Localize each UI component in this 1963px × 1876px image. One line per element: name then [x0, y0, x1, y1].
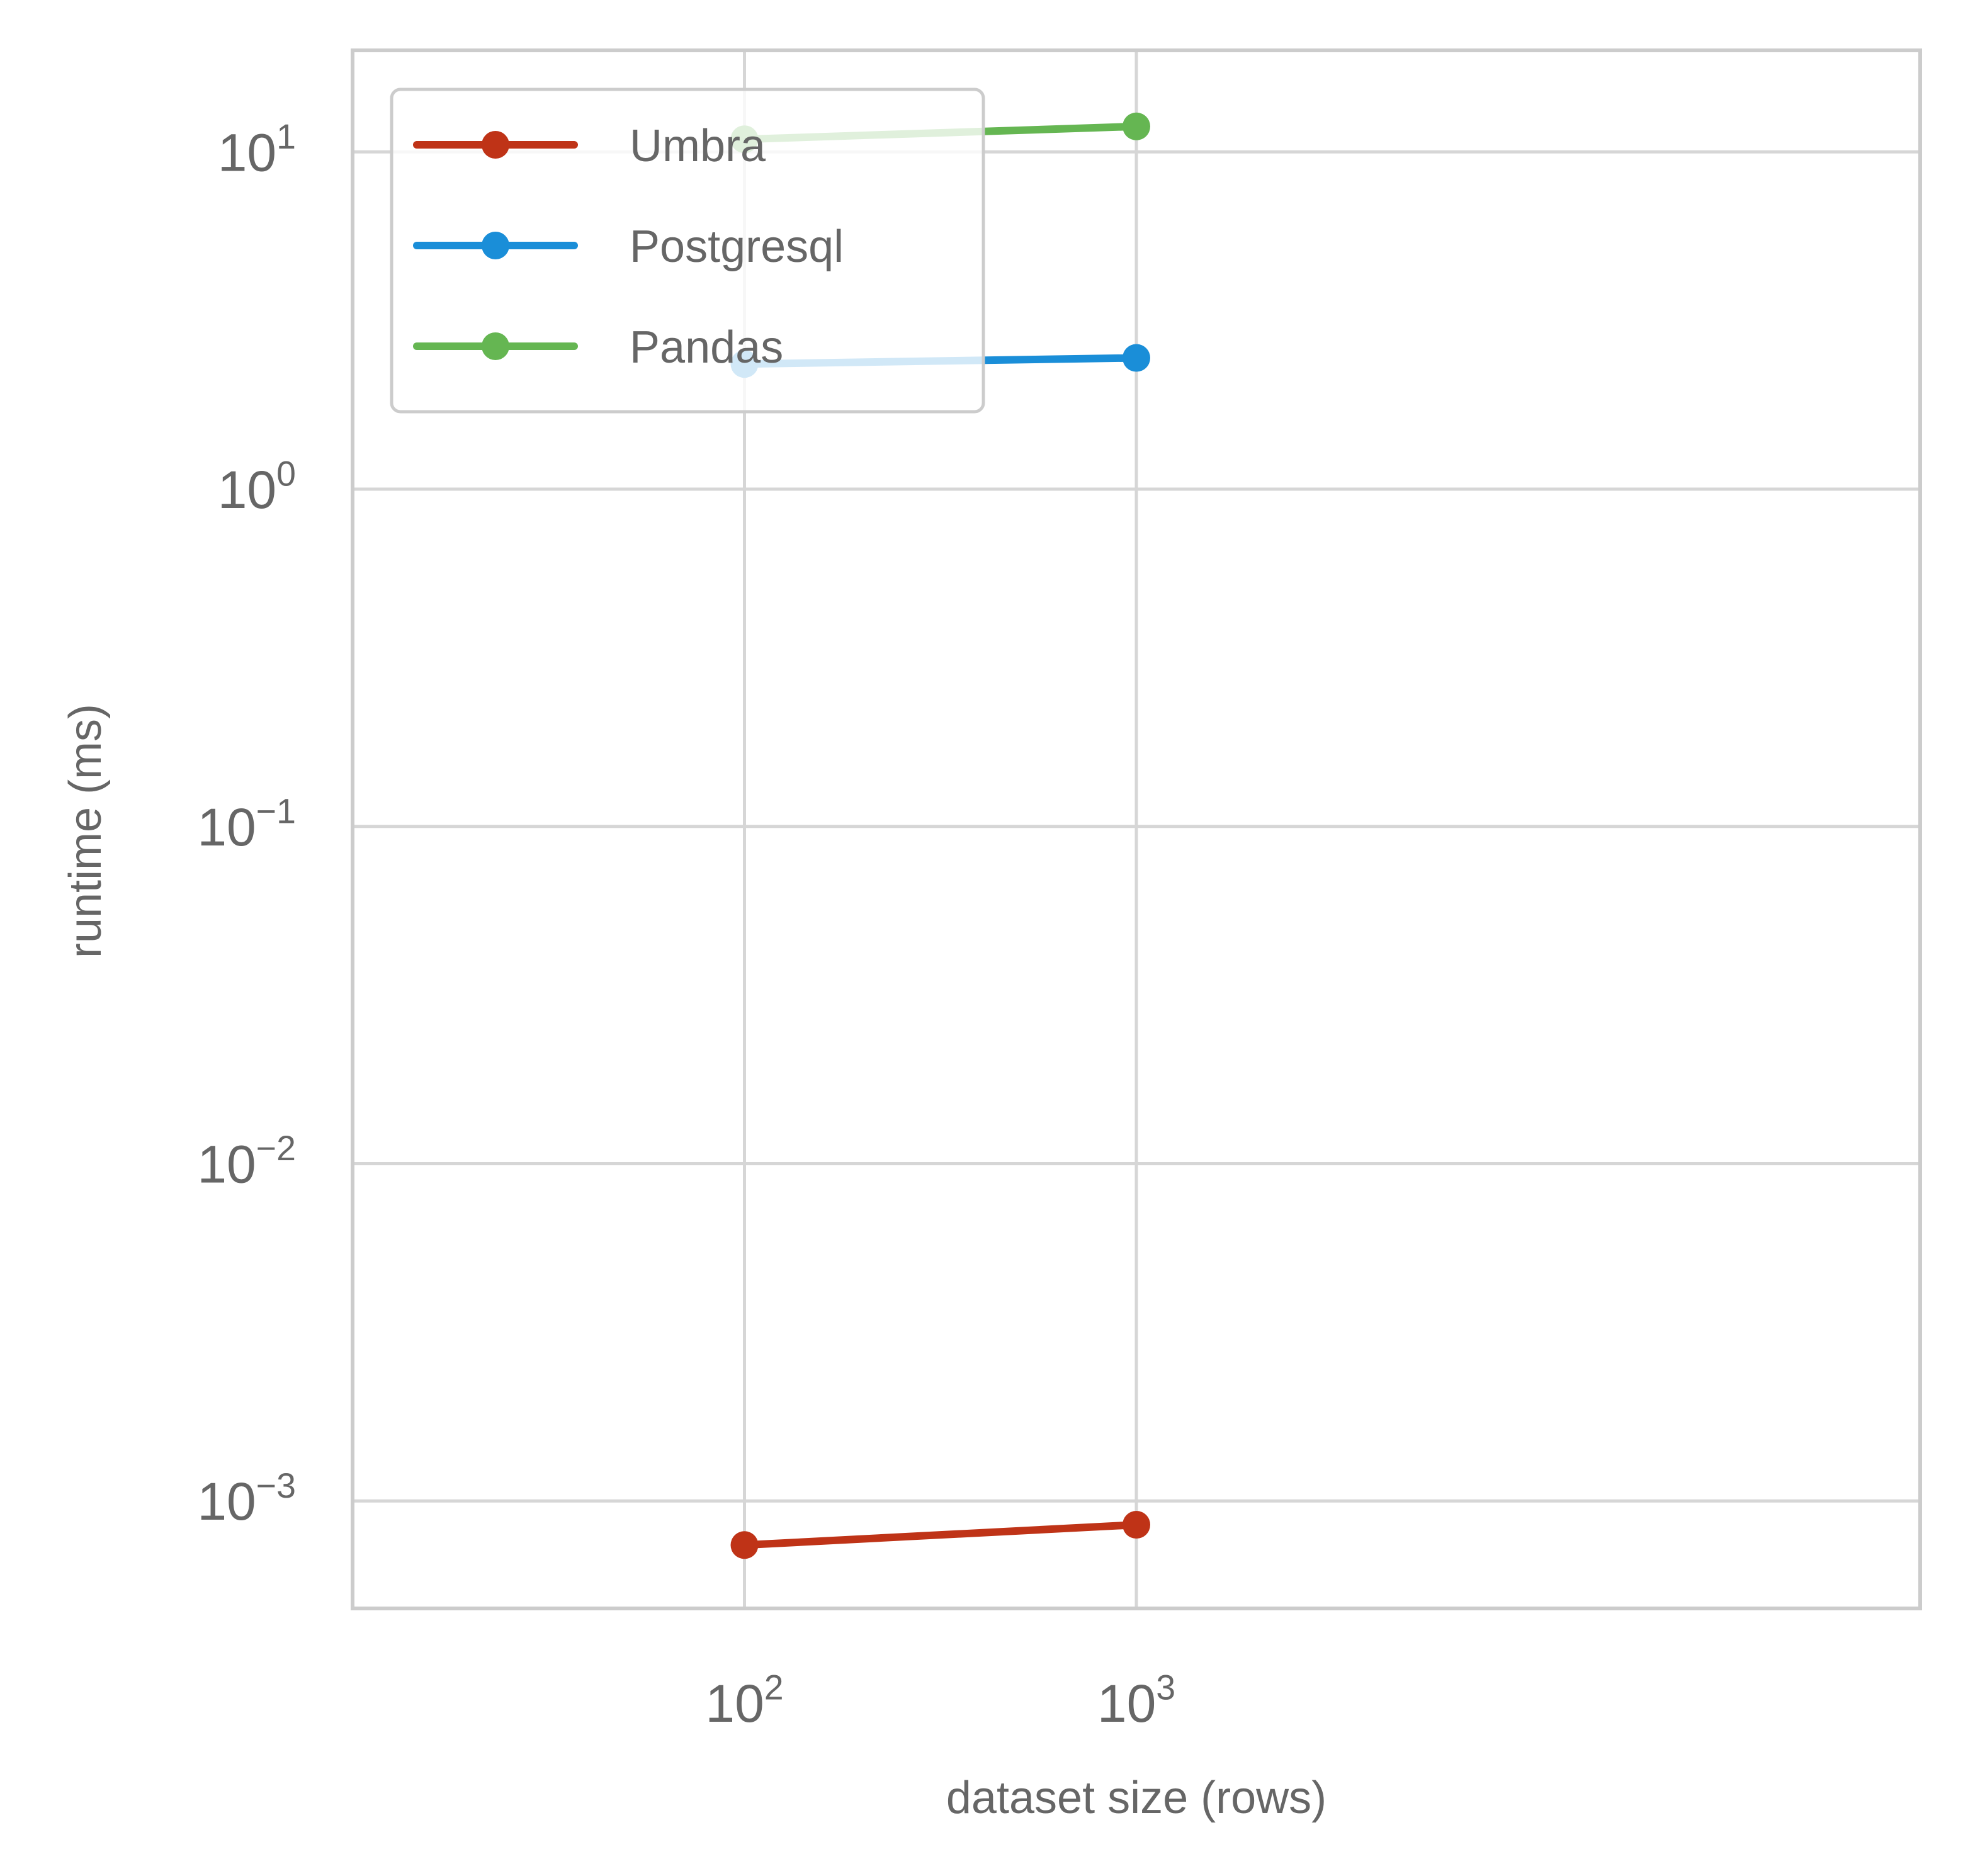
legend-marker-umbra	[482, 131, 509, 159]
series-line-umbra	[744, 1521, 1137, 1549]
y-tick-label: 10−1	[197, 791, 296, 856]
legend-marker-pandas	[482, 332, 509, 360]
legend: Umbra Postgresql Pandas	[390, 88, 985, 414]
y-tick-label: 101	[218, 117, 296, 182]
y-tick-label: 10−2	[197, 1129, 296, 1194]
y-tick-labels: 101 100 10−1 10−2 10−3	[197, 117, 296, 1531]
y-tick-label: 100	[218, 455, 296, 519]
legend-marker-postgresql	[482, 232, 509, 259]
y-tick-label: 10−3	[197, 1466, 296, 1531]
x-axis-label: dataset size (rows)	[946, 1773, 1327, 1823]
legend-label-postgresql: Postgresql	[630, 222, 844, 272]
data-point-pandas	[1123, 112, 1150, 140]
legend-items: Umbra Postgresql Pandas	[413, 121, 844, 373]
x-tick-label: 103	[1097, 1668, 1175, 1733]
plot-frame	[351, 48, 1922, 1610]
x-tick-labels: 102 103	[705, 1668, 1175, 1733]
legend-label-umbra: Umbra	[630, 121, 766, 171]
legend-label-pandas: Pandas	[630, 322, 783, 373]
legend-box	[390, 88, 985, 414]
data-point-umbra	[730, 1531, 759, 1559]
y-axis-label: runtime (ms)	[60, 704, 111, 958]
data-point-umbra	[1123, 1511, 1150, 1539]
x-tick-label: 102	[705, 1668, 783, 1733]
data-point-postgresql	[1123, 344, 1150, 372]
